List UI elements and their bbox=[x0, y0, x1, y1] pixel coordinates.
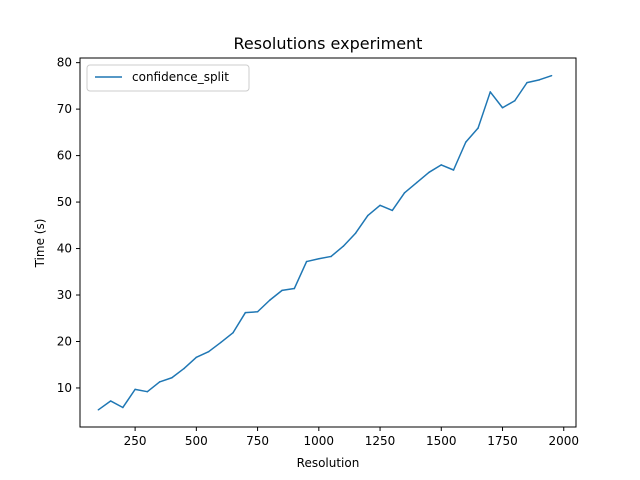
data-point bbox=[428, 171, 430, 174]
y-tick-label: 10 bbox=[57, 381, 72, 395]
data-point bbox=[367, 214, 369, 217]
data-point bbox=[318, 258, 320, 260]
data-point bbox=[342, 245, 345, 247]
data-point bbox=[403, 192, 406, 194]
y-tick-label: 60 bbox=[57, 149, 72, 163]
axes-frame bbox=[79, 57, 577, 428]
data-point bbox=[514, 100, 516, 102]
x-axis-label: Resolution bbox=[297, 456, 360, 470]
x-tick-label: 1000 bbox=[304, 434, 335, 448]
data-point bbox=[465, 141, 467, 143]
data-point bbox=[452, 169, 455, 171]
y-tick-label: 30 bbox=[57, 288, 72, 302]
data-point bbox=[526, 81, 528, 84]
data-point bbox=[269, 299, 271, 301]
data-point bbox=[220, 341, 222, 344]
legend: confidence_split bbox=[86, 64, 250, 92]
y-tick-label: 40 bbox=[57, 242, 72, 256]
legend-label: confidence_split bbox=[132, 70, 229, 84]
data-point bbox=[330, 255, 332, 258]
data-point bbox=[489, 91, 492, 93]
data-point bbox=[97, 409, 100, 411]
data-point bbox=[158, 381, 161, 383]
series-line bbox=[97, 74, 552, 411]
data-point bbox=[207, 350, 210, 353]
data-point bbox=[391, 209, 394, 212]
data-point bbox=[232, 331, 234, 334]
x-tick-label: 2000 bbox=[548, 434, 579, 448]
x-tick-label: 1750 bbox=[487, 434, 518, 448]
chart-title: Resolutions experiment bbox=[234, 34, 423, 53]
x-tick-label: 500 bbox=[185, 434, 208, 448]
data-point bbox=[379, 204, 381, 207]
data-point bbox=[256, 311, 259, 313]
data-point bbox=[354, 232, 357, 234]
data-point bbox=[195, 356, 198, 359]
data-point bbox=[146, 390, 149, 393]
data-point bbox=[109, 400, 112, 402]
y-axis-ticks: 10 20 30 40 50 60 70 80 bbox=[57, 56, 80, 395]
data-point bbox=[134, 388, 136, 391]
data-point bbox=[281, 289, 283, 292]
y-tick-label: 20 bbox=[57, 334, 72, 348]
data-point bbox=[550, 74, 553, 77]
x-tick-label: 250 bbox=[124, 434, 147, 448]
data-point bbox=[538, 79, 541, 81]
legend-box bbox=[86, 64, 250, 92]
y-axis-label: Time (s) bbox=[33, 219, 47, 269]
x-tick-label: 1250 bbox=[365, 434, 396, 448]
y-tick-label: 70 bbox=[57, 102, 72, 116]
y-tick-label: 50 bbox=[57, 195, 72, 209]
y-tick-label: 80 bbox=[57, 56, 72, 70]
plot-area bbox=[97, 74, 553, 411]
x-tick-label: 1500 bbox=[426, 434, 457, 448]
data-point bbox=[416, 181, 418, 184]
x-tick-label: 750 bbox=[246, 434, 269, 448]
data-point bbox=[183, 367, 185, 370]
data-point bbox=[305, 260, 308, 263]
data-point bbox=[501, 106, 504, 109]
data-point bbox=[244, 311, 247, 314]
data-point bbox=[122, 406, 124, 409]
x-axis-ticks: 250 500 750 1000 1250 1500 1750 2000 bbox=[124, 427, 579, 448]
data-point bbox=[477, 127, 479, 129]
data-point bbox=[293, 287, 296, 290]
data-point bbox=[171, 376, 173, 379]
data-point bbox=[440, 164, 443, 166]
